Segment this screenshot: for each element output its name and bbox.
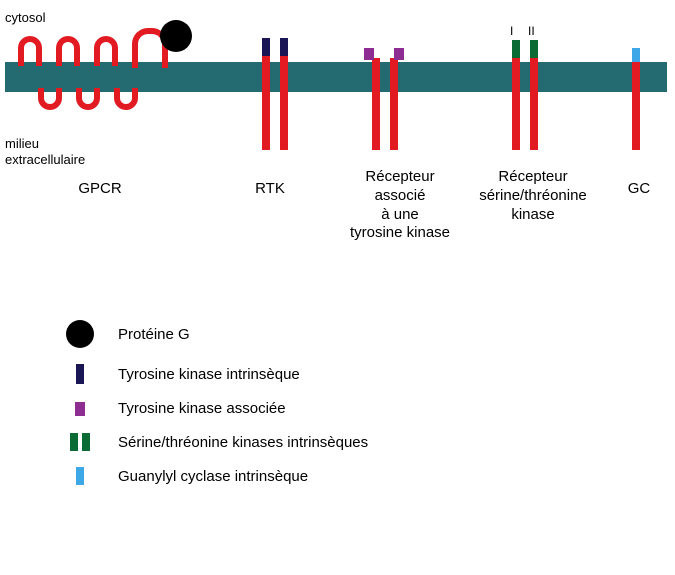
rtk-label: RTK — [240, 180, 300, 197]
legend-row-gc-intrinsic: Guanylyl cyclase intrinsèque — [60, 467, 368, 485]
legend-text-tyk-associated: Tyrosine kinase associée — [118, 400, 286, 417]
sl2: sérine/thréonine — [468, 187, 598, 206]
legend-icon-gc-intrinsic — [60, 467, 100, 485]
tl1: Récepteur — [330, 168, 470, 187]
legend-text-gprotein: Protéine G — [118, 326, 190, 343]
extracellulaire-label: extracellulaire — [5, 152, 85, 167]
milieu-label: milieu — [5, 136, 39, 151]
cytosol-label: cytosol — [5, 10, 45, 25]
sl3: kinase — [468, 206, 598, 225]
legend-icon-tyk-associated — [60, 402, 100, 416]
legend-text-gc-intrinsic: Guanylyl cyclase intrinsèque — [118, 468, 308, 485]
tyk-assoc-label: Récepteur associé à une tyrosine kinase — [330, 168, 470, 243]
legend-icon-stk-intrinsic — [60, 433, 100, 451]
legend-row-tyk-associated: Tyrosine kinase associée — [60, 400, 368, 417]
legend-icon-tyk-intrinsic — [60, 364, 100, 384]
legend-text-tyk-intrinsic: Tyrosine kinase intrinsèque — [118, 366, 300, 383]
g-protein-circle — [160, 20, 192, 52]
legend-row-gprotein: Protéine G — [60, 320, 368, 348]
sl1: Récepteur — [468, 168, 598, 187]
membrane-bar — [5, 62, 667, 92]
legend-text-stk-intrinsic: Sérine/thréonine kinases intrinsèques — [118, 434, 368, 451]
gc-label: GC — [614, 180, 664, 197]
tl3: à une — [330, 206, 470, 225]
legend-row-tyk-intrinsic: Tyrosine kinase intrinsèque — [60, 364, 368, 384]
legend-row-stk-intrinsic: Sérine/thréonine kinases intrinsèques — [60, 433, 368, 451]
roman-ii-label: II — [528, 24, 535, 38]
gpcr-label: GPCR — [50, 180, 150, 197]
roman-i-label: I — [510, 24, 513, 38]
legend-icon-gprotein — [60, 320, 100, 348]
tl4: tyrosine kinase — [330, 224, 470, 243]
legend: Protéine G Tyrosine kinase intrinsèque T… — [60, 320, 368, 501]
stk-label: Récepteur sérine/thréonine kinase — [468, 168, 598, 224]
tl2: associé — [330, 187, 470, 206]
diagram-canvas: cytosol milieu extracellulaire I II GPCR… — [0, 0, 675, 575]
